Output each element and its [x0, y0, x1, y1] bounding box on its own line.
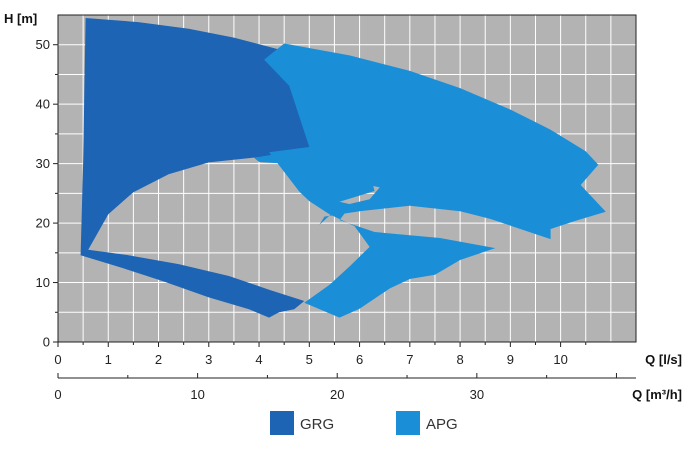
y-tick-label: 40: [36, 97, 50, 112]
x-tick-label: 7: [406, 352, 413, 367]
y-tick-label: 0: [43, 335, 50, 350]
x-tick-label: 3: [205, 352, 212, 367]
y-axis-title: H [m]: [4, 11, 37, 26]
x-tick-label: 0: [54, 352, 61, 367]
x-tick-label: 1: [105, 352, 112, 367]
x-axis-title: Q [l/s]: [645, 352, 682, 367]
x2-tick-label: 10: [190, 387, 204, 402]
x2-axis-title: Q [m³/h]: [632, 387, 682, 402]
x-tick-label: 5: [306, 352, 313, 367]
x-tick-label: 9: [507, 352, 514, 367]
x-tick-label: 10: [553, 352, 567, 367]
x-tick-label: 4: [255, 352, 262, 367]
y-tick-label: 20: [36, 216, 50, 231]
x-tick-label: 6: [356, 352, 363, 367]
legend-label-apg: APG: [426, 416, 458, 433]
plot-frame: [57, 14, 637, 343]
x2-tick-label: 30: [470, 387, 484, 402]
y-tick-label: 30: [36, 156, 50, 171]
x2-tick-label: 20: [330, 387, 344, 402]
legend-swatch-grg: [270, 411, 294, 435]
y-tick-label: 10: [36, 275, 50, 290]
legend-swatch-apg: [396, 411, 420, 435]
x-tick-label: 8: [456, 352, 463, 367]
x2-tick-label: 0: [54, 387, 61, 402]
series-area-apg: [254, 43, 606, 318]
legend-label-grg: GRG: [300, 416, 334, 433]
x-tick-label: 2: [155, 352, 162, 367]
y-tick-label: 50: [36, 37, 50, 52]
series-area-grg: [80, 18, 491, 318]
